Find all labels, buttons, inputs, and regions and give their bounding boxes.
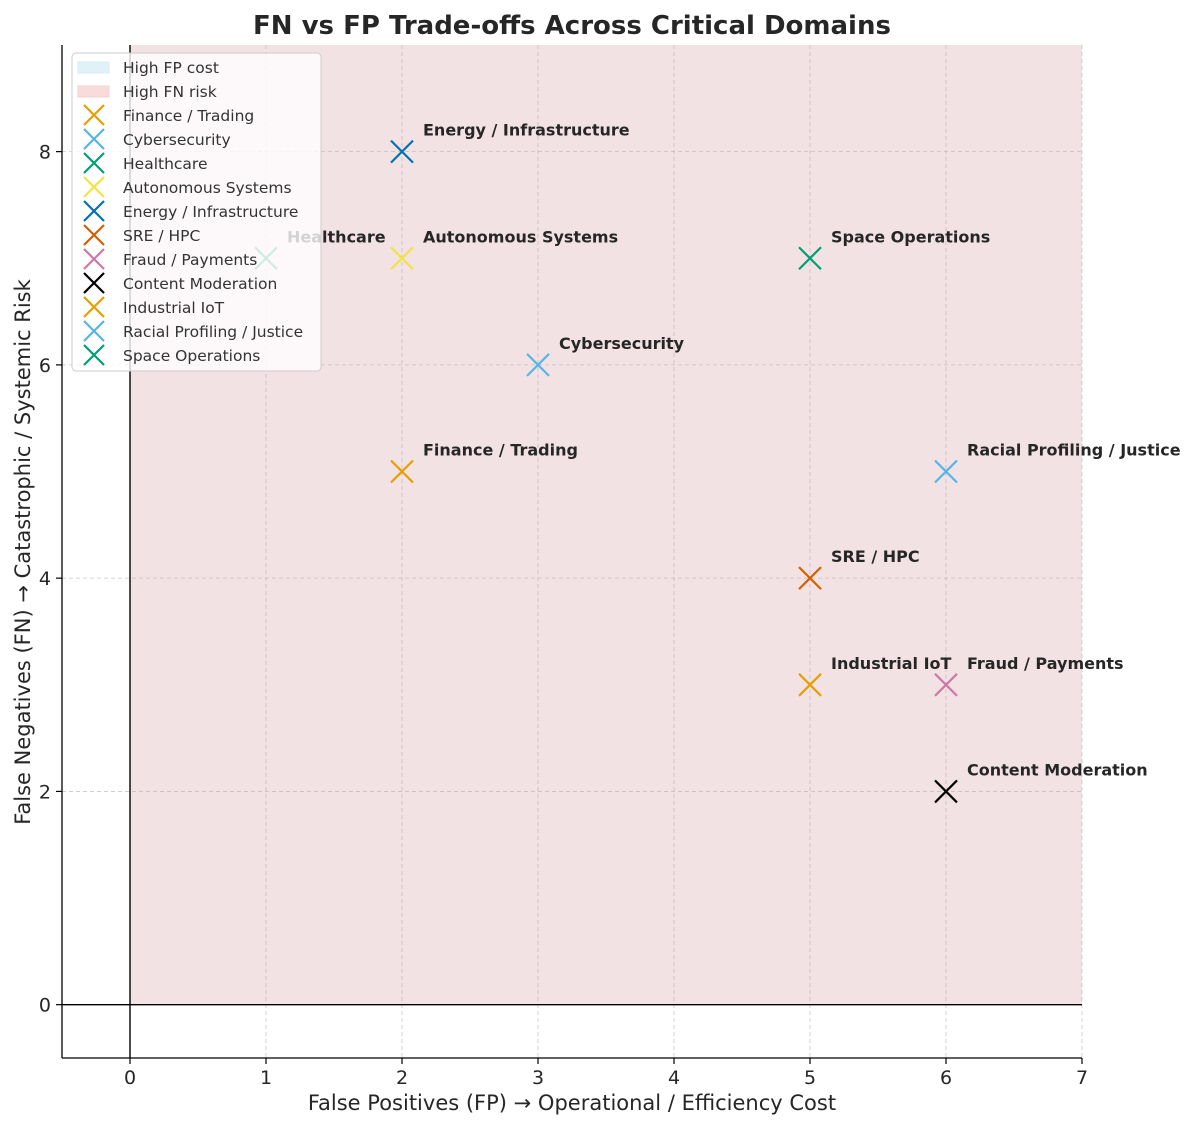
- x-tick-label: 3: [532, 1067, 544, 1089]
- y-tick-label: 2: [39, 781, 51, 803]
- legend-label: Cybersecurity: [123, 131, 231, 149]
- legend-label: Racial Profiling / Justice: [123, 323, 303, 341]
- point-label: Racial Profiling / Justice: [967, 441, 1181, 460]
- legend-label: Space Operations: [123, 347, 260, 365]
- legend-label: Industrial IoT: [123, 299, 225, 317]
- scatter-chart: FN vs FP Trade-offs Across Critical Doma…: [0, 0, 1200, 1128]
- point-label: Fraud / Payments: [967, 654, 1124, 673]
- legend-label: Fraud / Payments: [123, 251, 257, 269]
- point-label: Space Operations: [831, 227, 990, 246]
- x-tick-label: 0: [124, 1067, 136, 1089]
- legend-label: Energy / Infrastructure: [123, 203, 298, 221]
- point-label: Industrial IoT: [831, 654, 952, 673]
- x-tick-label: 7: [1076, 1067, 1088, 1089]
- legend-label: SRE / HPC: [123, 227, 200, 245]
- legend-label: Content Moderation: [123, 275, 277, 293]
- y-tick-label: 4: [39, 568, 51, 590]
- point-label: Cybersecurity: [559, 334, 685, 353]
- legend-label: Finance / Trading: [123, 107, 254, 125]
- y-axis-label: False Negatives (FN) → Catastrophic / Sy…: [11, 278, 35, 824]
- legend: High FP cost High FN risk Finance / Tradin…: [72, 53, 321, 371]
- point-label: Finance / Trading: [423, 441, 578, 460]
- x-tick-label: 1: [260, 1067, 272, 1089]
- x-tick-label: 4: [668, 1067, 680, 1089]
- point-label: SRE / HPC: [831, 547, 920, 566]
- x-axis-label: False Positives (FP) → Operational / Eff…: [308, 1091, 836, 1115]
- point-label: Content Moderation: [967, 760, 1148, 779]
- chart-title: FN vs FP Trade-offs Across Critical Doma…: [253, 11, 891, 41]
- y-tick-label: 6: [39, 355, 51, 377]
- point-label: Energy / Infrastructure: [423, 121, 630, 140]
- x-tick-label: 2: [396, 1067, 408, 1089]
- x-tick-label: 6: [940, 1067, 952, 1089]
- legend-label: High FP cost: [123, 59, 219, 77]
- x-tick-label: 5: [804, 1067, 816, 1089]
- legend-label: High FN risk: [123, 83, 217, 101]
- legend-label: Autonomous Systems: [123, 179, 292, 197]
- y-tick-label: 8: [39, 142, 51, 164]
- y-tick-label: 0: [39, 995, 51, 1017]
- legend-label: Healthcare: [123, 155, 208, 173]
- legend-swatch: [78, 86, 109, 97]
- legend-swatch: [78, 62, 109, 73]
- point-label: Autonomous Systems: [423, 227, 618, 246]
